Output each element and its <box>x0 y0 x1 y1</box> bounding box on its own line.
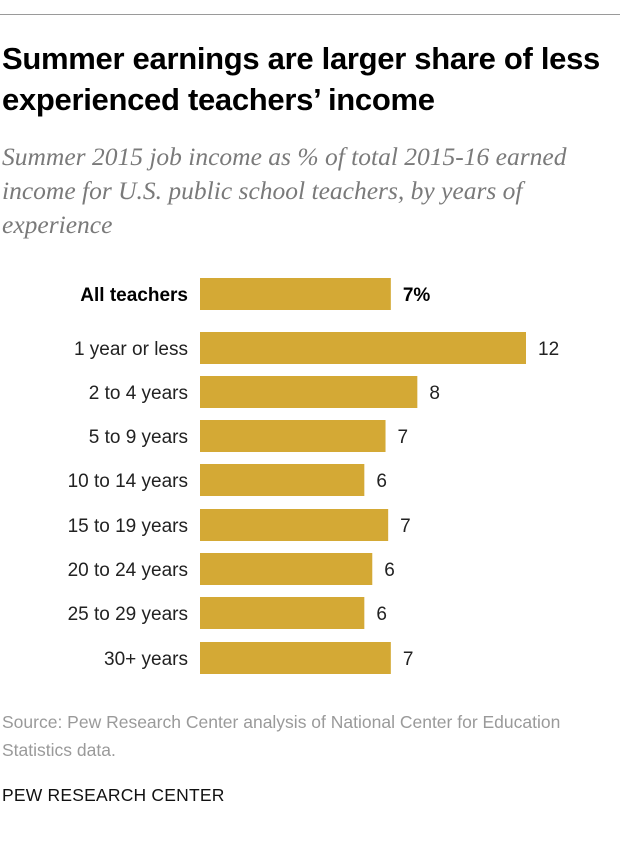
value-label: 7 <box>398 427 409 448</box>
category-label: 1 year or less <box>74 339 188 360</box>
category-label: 15 to 19 years <box>68 516 188 537</box>
value-label-total: 7% <box>403 285 431 306</box>
category-label-total: All teachers <box>80 285 188 306</box>
bar <box>200 553 373 585</box>
value-label: 7 <box>400 516 411 537</box>
bar <box>200 420 386 452</box>
bar <box>200 597 365 629</box>
bar-chart: All teachers 7% 1 year or less 12 2 to 4 yea… <box>68 278 559 674</box>
category-label: 20 to 24 years <box>68 560 188 581</box>
value-label: 6 <box>384 560 395 581</box>
value-label: 6 <box>376 471 387 492</box>
category-label: 25 to 29 years <box>68 604 188 625</box>
value-label: 7 <box>403 649 414 670</box>
value-label: 8 <box>429 383 440 404</box>
value-label: 6 <box>376 604 387 625</box>
source-note: Source: Pew Research Center analysis of … <box>2 712 561 760</box>
bar <box>200 332 526 364</box>
category-label: 2 to 4 years <box>89 383 188 404</box>
value-label: 12 <box>538 339 559 360</box>
bar <box>200 509 389 541</box>
bar <box>200 464 365 496</box>
top-rule <box>0 14 620 15</box>
category-label: 30+ years <box>104 649 188 670</box>
category-label: 10 to 14 years <box>68 471 188 492</box>
chart-title: Summer earnings are larger share of less… <box>2 41 600 117</box>
bar-total <box>200 278 391 310</box>
bar <box>200 642 391 674</box>
bar <box>200 376 418 408</box>
brand-wordmark: PEW RESEARCH CENTER <box>2 785 225 805</box>
category-label: 5 to 9 years <box>89 427 188 448</box>
chart-subtitle: Summer 2015 job income as % of total 201… <box>2 142 567 239</box>
